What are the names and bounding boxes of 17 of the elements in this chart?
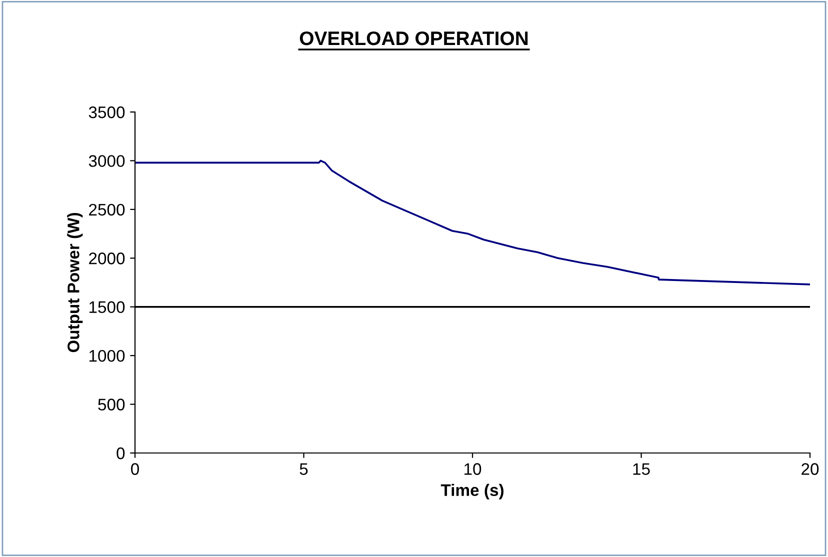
y-axis-title: Output Power (W)	[67, 212, 83, 352]
x-axis-title: Time (s)	[440, 484, 504, 500]
line-series	[135, 160, 810, 286]
y-tick-label: 1500	[89, 301, 125, 314]
y-tick-label: 0	[116, 447, 125, 460]
y-tick-label: 2500	[89, 204, 125, 216]
y-tick-label: 500	[98, 398, 125, 410]
x-tick-label: 20	[802, 463, 819, 475]
x-tick-label: 15	[633, 463, 650, 475]
chart-title: OVERLOAD OPERATION	[300, 31, 528, 46]
x-tick-label: 5	[300, 463, 308, 475]
x-tick-label: 0	[131, 463, 139, 475]
y-tick-label: 2000	[89, 252, 125, 264]
y-tick-label: 3500	[88, 106, 125, 118]
x-tick-label: 10	[464, 463, 482, 475]
y-tick-label: 3000	[88, 155, 125, 167]
y-tick-label: 1000	[89, 350, 125, 362]
